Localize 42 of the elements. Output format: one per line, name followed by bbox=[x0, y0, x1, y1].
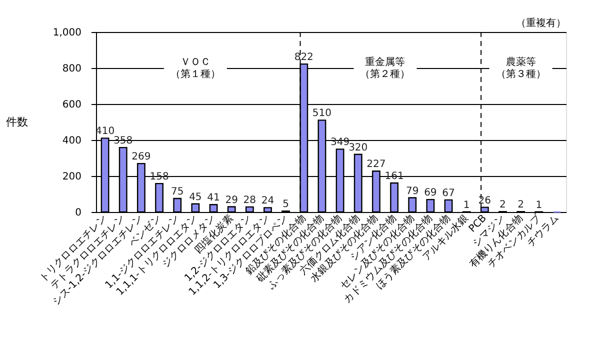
y-tick-label: 1,000 bbox=[52, 28, 82, 38]
bar bbox=[245, 206, 254, 213]
data-label: 79 bbox=[406, 186, 419, 197]
data-label: 822 bbox=[294, 52, 314, 64]
data-label: 26 bbox=[478, 195, 492, 206]
data-label: 5 bbox=[282, 199, 289, 210]
data-label: 269 bbox=[132, 152, 151, 163]
annotation: 重金属等（第２種） bbox=[360, 56, 410, 80]
data-label: 2 bbox=[518, 200, 524, 211]
y-axis-title: 件数 bbox=[6, 116, 28, 128]
y-tick-label: 800 bbox=[62, 64, 82, 74]
bar bbox=[173, 198, 182, 213]
annotation: ＶＯＣ（第１種） bbox=[170, 57, 220, 80]
data-label: 75 bbox=[170, 186, 184, 198]
bar bbox=[408, 197, 417, 213]
y-tick-label: 600 bbox=[62, 100, 82, 110]
bar bbox=[155, 182, 164, 213]
bar bbox=[390, 182, 398, 213]
data-label: 227 bbox=[366, 159, 386, 170]
data-label: 29 bbox=[225, 194, 238, 206]
bar bbox=[209, 204, 218, 213]
y-tick-label: 0 bbox=[75, 208, 82, 218]
data-label: 1 bbox=[536, 200, 542, 211]
bar bbox=[227, 206, 236, 213]
bar bbox=[264, 207, 272, 213]
data-label: 1 bbox=[463, 200, 470, 211]
data-label: 67 bbox=[442, 188, 455, 199]
data-label: 510 bbox=[312, 108, 332, 120]
data-label: 41 bbox=[207, 192, 220, 204]
text: （重複有） bbox=[516, 17, 566, 29]
bar bbox=[444, 199, 453, 213]
data-label: 320 bbox=[348, 142, 368, 154]
annotation: 農薬等（第３種） bbox=[496, 56, 546, 80]
bar bbox=[426, 198, 435, 213]
data-label: 2 bbox=[500, 200, 506, 211]
data-label: 24 bbox=[261, 196, 274, 207]
bar bbox=[191, 203, 200, 213]
y-tick-label: 400 bbox=[62, 136, 82, 146]
data-label: 69 bbox=[424, 188, 437, 199]
data-label: 45 bbox=[189, 192, 202, 203]
y-tick-label: 200 bbox=[62, 172, 82, 182]
data-label: 28 bbox=[243, 194, 256, 206]
